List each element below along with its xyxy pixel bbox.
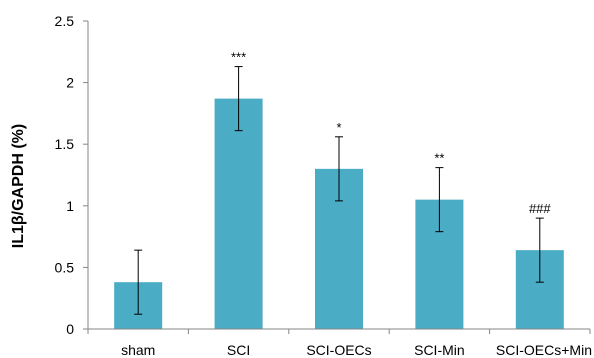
significance-label: *** (231, 50, 246, 65)
y-tick-label: 2 (66, 75, 74, 91)
axes (83, 20, 591, 334)
significance-labels: ******### (231, 50, 551, 217)
y-ticks: 0 0.5 1 1.5 2 2.5 (55, 13, 75, 337)
y-axis-label: IL1β/GAPDH (%) (10, 124, 27, 248)
x-ticks: sham SCI SCI-OECs SCI-Min SCI-OECs+Min (121, 342, 592, 358)
x-tick-label: SCI-Min (414, 342, 465, 358)
x-tick-label: SCI-OECs+Min (496, 342, 592, 358)
y-tick-label: 0 (66, 321, 74, 337)
significance-label: * (336, 120, 341, 135)
y-tick-label: 1 (66, 198, 74, 214)
y-tick-label: 0.5 (55, 259, 75, 275)
significance-label: ### (529, 201, 551, 216)
error-bars (134, 66, 544, 315)
significance-label: ** (434, 151, 444, 166)
y-tick-label: 2.5 (55, 13, 75, 29)
bar (214, 98, 263, 329)
x-tick-label: SCI (227, 342, 250, 358)
x-tick-label: sham (121, 342, 155, 358)
x-tick-label: SCI-OECs (306, 342, 371, 358)
y-tick-label: 1.5 (55, 136, 75, 152)
